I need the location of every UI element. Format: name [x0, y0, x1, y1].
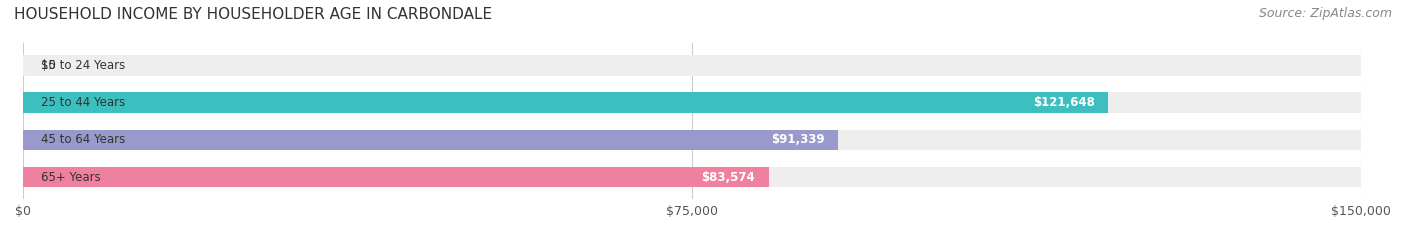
Bar: [22, 55, 1361, 75]
Text: 15 to 24 Years: 15 to 24 Years: [41, 59, 125, 72]
Text: 25 to 44 Years: 25 to 44 Years: [41, 96, 125, 109]
Text: $0: $0: [41, 59, 56, 72]
Bar: [22, 92, 1108, 113]
Text: $83,574: $83,574: [702, 171, 755, 184]
Text: 45 to 64 Years: 45 to 64 Years: [41, 133, 125, 146]
Text: HOUSEHOLD INCOME BY HOUSEHOLDER AGE IN CARBONDALE: HOUSEHOLD INCOME BY HOUSEHOLDER AGE IN C…: [14, 7, 492, 22]
Text: $121,648: $121,648: [1033, 96, 1095, 109]
Bar: [22, 167, 769, 187]
Text: 65+ Years: 65+ Years: [41, 171, 101, 184]
Bar: [22, 130, 838, 150]
Text: Source: ZipAtlas.com: Source: ZipAtlas.com: [1258, 7, 1392, 20]
Bar: [22, 130, 1361, 150]
Text: $91,339: $91,339: [770, 133, 824, 146]
Bar: [22, 167, 1361, 187]
Bar: [22, 92, 1361, 113]
